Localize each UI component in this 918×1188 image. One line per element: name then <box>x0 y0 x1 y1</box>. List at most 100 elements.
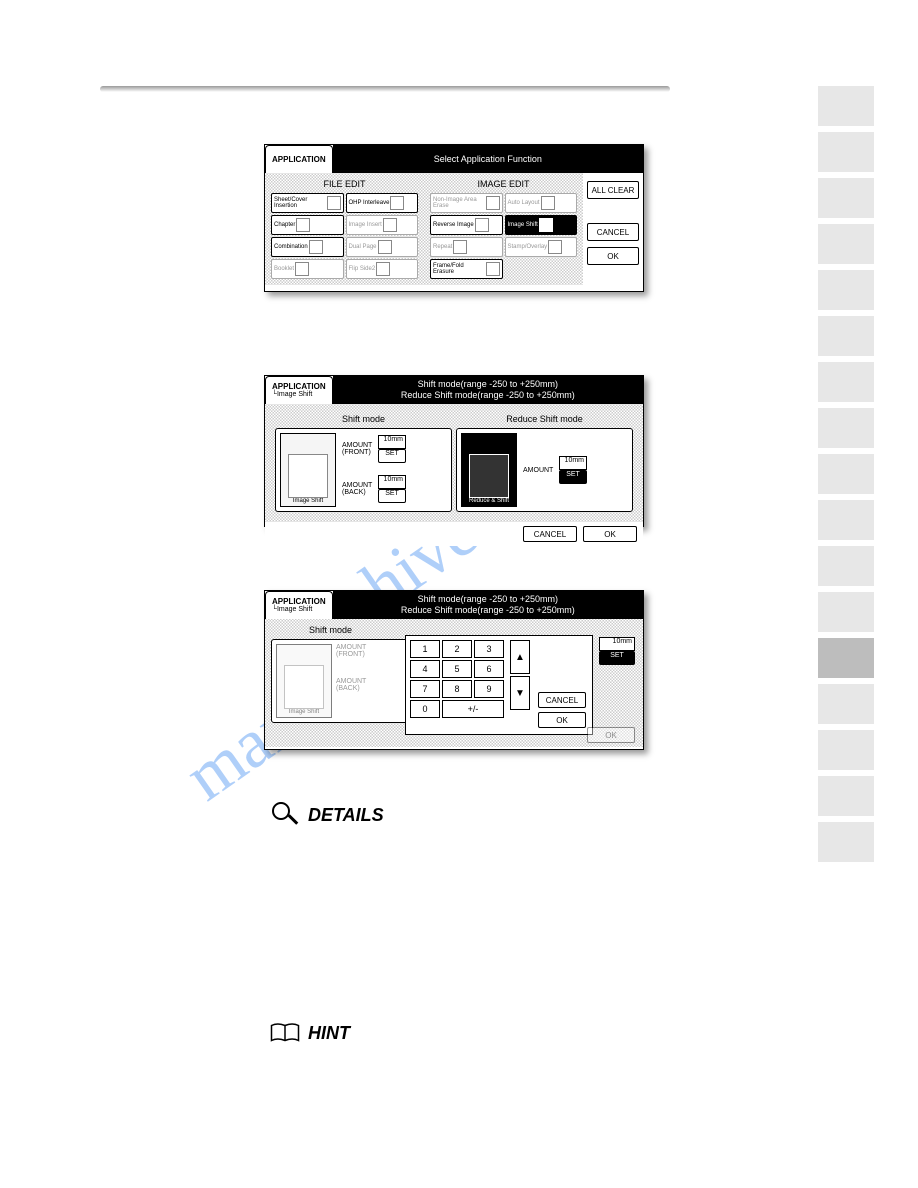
sidebar-tab[interactable] <box>818 776 874 816</box>
amount-back-value: 10mm <box>378 475 406 489</box>
keypad-footer: CANCEL OK <box>538 692 586 728</box>
tab-application[interactable]: APPLICATION └Image Shift <box>265 376 333 404</box>
reduce-mode-label: Reduce Shift mode <box>454 412 635 426</box>
shift-panel: Image Shift AMOUNT (FRONT) 10mm SET <box>275 428 452 512</box>
keypad-right: CANCEL OK <box>532 636 592 734</box>
sidebar-tab[interactable] <box>818 362 874 402</box>
amount-controls: AMOUNT (FRONT) 10mm SET AMOUNT (BACK) <box>340 433 408 507</box>
sidebar-tab[interactable] <box>818 592 874 632</box>
ok-button[interactable]: OK <box>587 247 639 265</box>
ok-button[interactable]: OK <box>538 712 586 728</box>
sidebar-tab[interactable] <box>818 408 874 448</box>
keypad-key[interactable]: +/- <box>442 700 504 718</box>
sidebar-tab[interactable] <box>818 224 874 264</box>
arrow-column: ▲ ▼ <box>508 636 532 734</box>
reduce-mode-panel: Reduce Shift mode Reduce & Shift AMOUNT … <box>454 412 635 514</box>
amount-back-label: AMOUNT (BACK) <box>336 678 370 692</box>
sidebar-tab[interactable] <box>818 638 874 678</box>
hint-heading: HINT <box>270 1022 350 1044</box>
keypad-key[interactable]: 4 <box>410 660 440 678</box>
sidebar-tab[interactable] <box>818 684 874 724</box>
app-function-button: Dual Page <box>346 237 419 257</box>
keypad-key[interactable]: 1 <box>410 640 440 658</box>
file-edit-grid: Sheet/Cover InsertionOHP InterleaveChapt… <box>269 191 420 281</box>
screen-image-shift: APPLICATION └Image Shift Shift mode(rang… <box>264 375 644 527</box>
tab-application[interactable]: APPLICATION <box>265 145 333 173</box>
sidebar-tab[interactable] <box>818 546 874 586</box>
all-clear-button[interactable]: ALL CLEAR <box>587 181 639 199</box>
keypad-key[interactable]: 8 <box>442 680 472 698</box>
shift-mode-label: Shift mode <box>273 412 454 426</box>
app-function-button[interactable]: Sheet/Cover Insertion <box>271 193 344 213</box>
app-function-button[interactable]: Image Shift <box>505 215 578 235</box>
up-arrow-button[interactable]: ▲ <box>510 640 530 674</box>
ok-button-bg: OK <box>587 727 635 743</box>
screen-header: APPLICATION Select Application Function <box>265 145 643 173</box>
sidebar-tab[interactable] <box>818 822 874 862</box>
header-rule <box>100 86 670 92</box>
cancel-button[interactable]: CANCEL <box>587 223 639 241</box>
title-bar: Select Application Function <box>333 145 643 173</box>
sidebar <box>818 86 874 868</box>
ok-button[interactable]: OK <box>583 526 637 542</box>
amount-col: 10mm SET <box>378 475 406 503</box>
amount-back-row: AMOUNT (BACK) 10mm SET <box>342 475 406 503</box>
amount-front-label: AMOUNT (FRONT) <box>342 442 376 456</box>
keypad-key[interactable]: 6 <box>474 660 504 678</box>
keypad-key[interactable]: 2 <box>442 640 472 658</box>
value-set-group: 10mm SET <box>599 637 635 665</box>
app-function-button[interactable]: Reverse Image <box>430 215 503 235</box>
footer-buttons: CANCEL OK <box>265 522 643 546</box>
image-shift-icon[interactable]: Image Shift <box>280 433 336 507</box>
amount-col: 10mm SET <box>559 456 587 484</box>
sidebar-tab[interactable] <box>818 730 874 770</box>
shift-mode-panel: Shift mode Image Shift AMOUNT (FRONT) 10… <box>273 412 454 514</box>
set-front-button[interactable]: SET <box>378 449 406 463</box>
app-function-button: Image Insert <box>346 215 419 235</box>
keypad-popup: 123 456 789 0+/- ▲ ▼ CANCEL OK <box>405 635 593 735</box>
magnifier-icon <box>270 800 300 830</box>
keypad-key[interactable]: 7 <box>410 680 440 698</box>
screen-keypad: APPLICATION └Image Shift Shift mode(rang… <box>264 590 644 750</box>
set-back-button[interactable]: SET <box>378 489 406 503</box>
cancel-button[interactable]: CANCEL <box>538 692 586 708</box>
sidebar-tab[interactable] <box>818 86 874 126</box>
sidebar-tab[interactable] <box>818 454 874 494</box>
app-function-button[interactable]: OHP Interleave <box>346 193 419 213</box>
keypad-key[interactable]: 9 <box>474 680 504 698</box>
app-function-button[interactable]: Frame/Fold Erasure <box>430 259 503 279</box>
reduce-shift-icon[interactable]: Reduce & Shift <box>461 433 517 507</box>
amount-front-row: AMOUNT (FRONT) 10mm SET <box>342 435 406 463</box>
image-edit-grid: Non-Image Area EraseAuto LayoutReverse I… <box>428 191 579 281</box>
amount-reduce-value: 10mm <box>559 456 587 470</box>
keypad-key[interactable]: 0 <box>410 700 440 718</box>
sidebar-tab[interactable] <box>818 270 874 310</box>
set-button[interactable]: SET <box>599 651 635 665</box>
cancel-button[interactable]: CANCEL <box>523 526 577 542</box>
keypad-key[interactable]: 3 <box>474 640 504 658</box>
app-function-button[interactable]: Chapter <box>271 215 344 235</box>
title-bar: Shift mode(range -250 to +250mm) Reduce … <box>333 376 643 404</box>
sidebar-tab[interactable] <box>818 500 874 540</box>
tab-application[interactable]: APPLICATION └Image Shift <box>265 591 333 619</box>
app-function-button: Repeat <box>430 237 503 257</box>
shift-panel-dim: Image Shift AMOUNT (FRONT) AMOUNT (BACK) <box>271 639 421 723</box>
sidebar-tab[interactable] <box>818 316 874 356</box>
app-function-button: Flip Side2 <box>346 259 419 279</box>
amount-controls: AMOUNT (FRONT) AMOUNT (BACK) <box>336 644 370 718</box>
details-label: DETAILS <box>308 805 384 826</box>
app-function-button[interactable]: Combination <box>271 237 344 257</box>
down-arrow-button[interactable]: ▼ <box>510 676 530 710</box>
image-shift-icon: Image Shift <box>276 644 332 718</box>
title-bar: Shift mode(range -250 to +250mm) Reduce … <box>333 591 643 619</box>
keypad-key[interactable]: 5 <box>442 660 472 678</box>
details-heading: DETAILS <box>270 800 384 830</box>
sidebar-tab[interactable] <box>818 178 874 218</box>
screen-body: FILE EDIT Sheet/Cover InsertionOHP Inter… <box>265 173 643 285</box>
app-function-button: Booklet <box>271 259 344 279</box>
keypad: 123 456 789 0+/- <box>406 636 508 734</box>
app-function-button: Non-Image Area Erase <box>430 193 503 213</box>
sidebar-tab[interactable] <box>818 132 874 172</box>
app-function-button: Auto Layout <box>505 193 578 213</box>
set-reduce-button[interactable]: SET <box>559 470 587 484</box>
